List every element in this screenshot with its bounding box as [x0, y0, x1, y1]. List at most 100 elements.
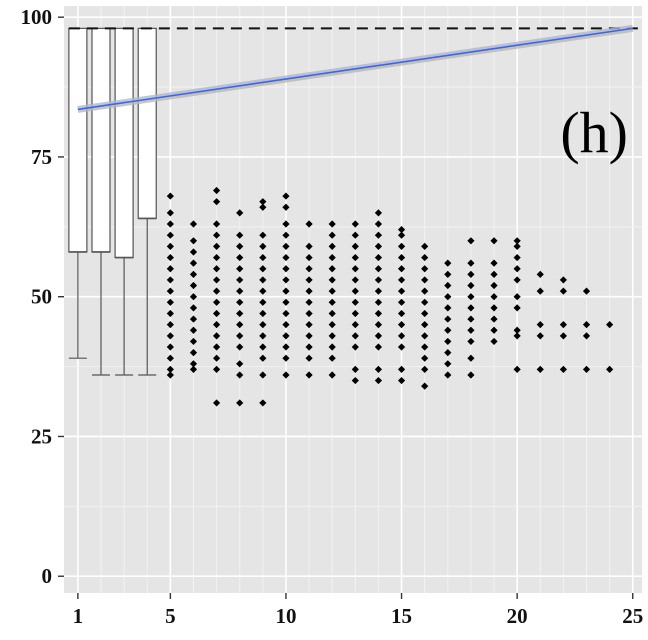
- data-point: [490, 337, 498, 346]
- box-body: [137, 27, 157, 220]
- data-point: [305, 242, 313, 250]
- data-point: [328, 253, 336, 262]
- data-point: [421, 298, 429, 306]
- data-point: [212, 242, 221, 250]
- data-point: [305, 265, 313, 273]
- data-point: [397, 365, 406, 373]
- data-point: [259, 354, 267, 362]
- data-point: [212, 321, 221, 329]
- data-point: [513, 304, 521, 312]
- data-point: [305, 287, 313, 295]
- y-tick-label: 50: [31, 285, 52, 309]
- data-point: [351, 309, 359, 318]
- data-point: [259, 253, 267, 262]
- data-point: [351, 343, 359, 351]
- data-point: [212, 365, 221, 373]
- data-point: [282, 192, 290, 200]
- data-point: [282, 253, 290, 262]
- data-point: [305, 309, 313, 318]
- data-point: [421, 287, 429, 295]
- data-points: [166, 186, 614, 407]
- data-point: [212, 332, 221, 340]
- data-point: [536, 321, 544, 329]
- data-point: [166, 276, 174, 284]
- data-point: [166, 231, 174, 239]
- data-point: [421, 309, 429, 318]
- box-body: [68, 27, 88, 253]
- data-point: [328, 242, 336, 250]
- data-point: [374, 209, 383, 217]
- panel-background: [64, 6, 642, 593]
- data-point: [189, 281, 198, 290]
- data-point: [351, 242, 359, 250]
- data-point: [166, 371, 174, 379]
- data-point: [513, 332, 521, 340]
- data-point: [328, 276, 336, 284]
- data-point: [582, 332, 591, 340]
- data-point: [397, 253, 406, 262]
- y-tick-label: 0: [42, 564, 53, 588]
- data-point: [421, 354, 429, 362]
- data-point: [236, 253, 244, 262]
- data-point: [536, 332, 544, 340]
- data-point: [351, 365, 359, 373]
- data-point: [444, 315, 452, 323]
- data-point: [397, 226, 406, 234]
- data-point: [467, 304, 475, 312]
- data-point: [559, 276, 567, 284]
- data-point: [166, 265, 174, 273]
- data-point: [421, 253, 429, 262]
- data-point: [305, 276, 313, 284]
- boxplots: [68, 27, 157, 376]
- data-point: [282, 354, 290, 362]
- data-point: [559, 287, 567, 295]
- data-point: [397, 309, 406, 318]
- data-point: [536, 287, 544, 295]
- data-point: [282, 332, 290, 340]
- data-point: [259, 242, 267, 250]
- data-point: [351, 332, 359, 340]
- data-point: [236, 242, 244, 250]
- y-tick-label: 25: [31, 424, 52, 448]
- data-point: [305, 332, 313, 340]
- data-point: [351, 287, 359, 295]
- data-point: [189, 365, 198, 373]
- data-point: [467, 270, 475, 278]
- data-point: [166, 332, 174, 340]
- data-point: [259, 203, 267, 211]
- data-point: [397, 231, 406, 239]
- data-point: [259, 371, 267, 379]
- data-point: [212, 298, 221, 306]
- data-point: [236, 399, 244, 407]
- data-point: [467, 293, 475, 301]
- data-point: [582, 365, 591, 373]
- data-point: [467, 354, 475, 362]
- data-point: [212, 253, 221, 262]
- data-point: [467, 337, 475, 346]
- data-point: [166, 287, 174, 295]
- data-point: [397, 265, 406, 273]
- data-point: [282, 276, 290, 284]
- data-point: [236, 309, 244, 318]
- data-point: [374, 287, 383, 295]
- y-tick-label: 75: [31, 145, 52, 169]
- data-point: [282, 298, 290, 306]
- data-point: [444, 371, 452, 379]
- data-point: [374, 309, 383, 318]
- data-point: [328, 220, 336, 228]
- data-point: [212, 287, 221, 295]
- data-point: [282, 242, 290, 250]
- data-point: [490, 270, 498, 278]
- data-point: [490, 237, 498, 245]
- data-point: [166, 253, 174, 262]
- data-point: [189, 326, 198, 334]
- data-point: [444, 293, 452, 301]
- data-point: [513, 365, 521, 373]
- data-point: [606, 365, 614, 373]
- data-point: [189, 237, 198, 245]
- data-point: [513, 242, 521, 250]
- data-point: [351, 276, 359, 284]
- data-point: [490, 281, 498, 290]
- data-point: [490, 326, 498, 334]
